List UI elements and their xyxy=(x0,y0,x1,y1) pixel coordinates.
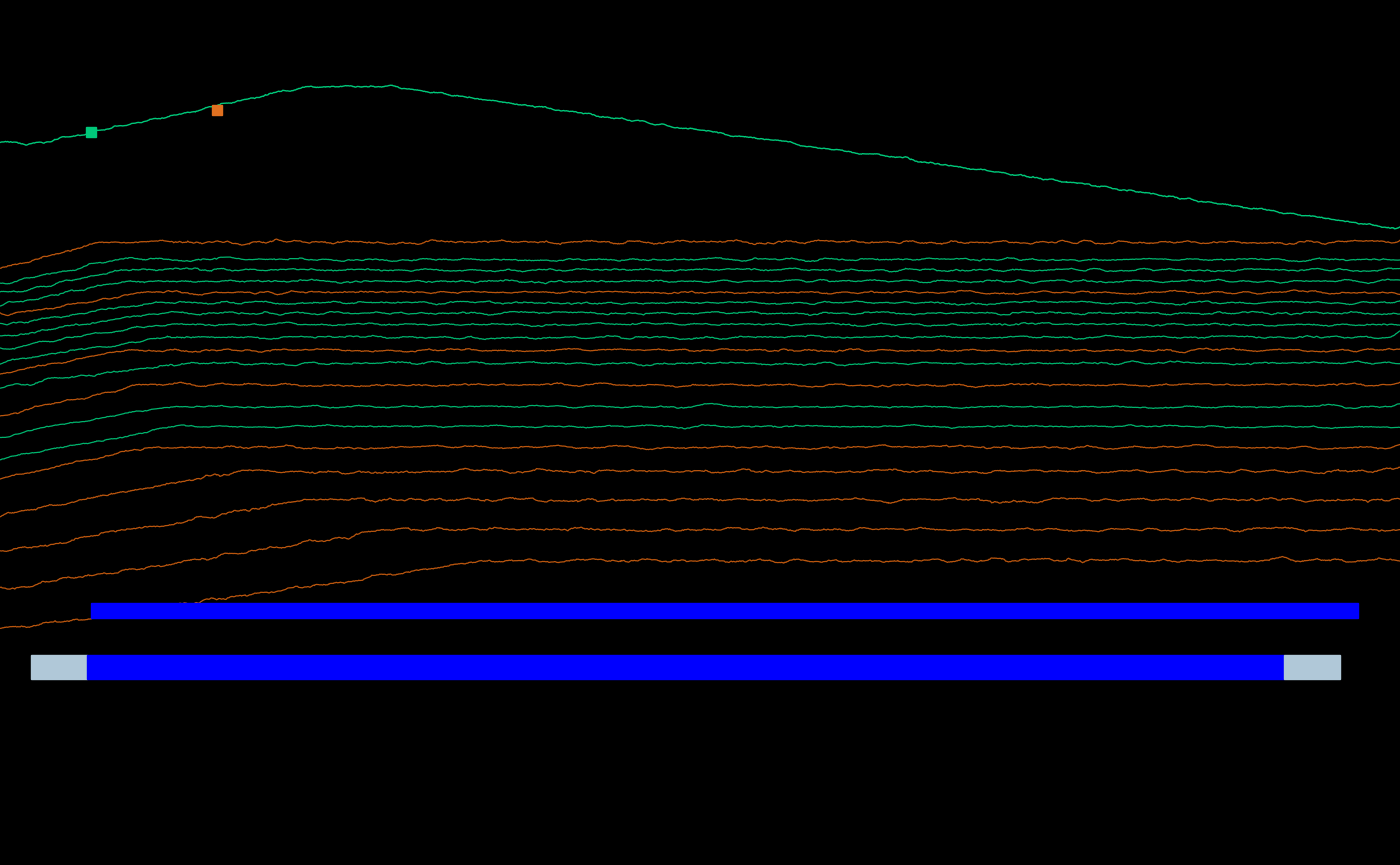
Bar xyxy=(31,655,87,679)
Bar xyxy=(1284,655,1340,679)
Bar xyxy=(87,655,1284,679)
Bar xyxy=(91,603,1358,618)
